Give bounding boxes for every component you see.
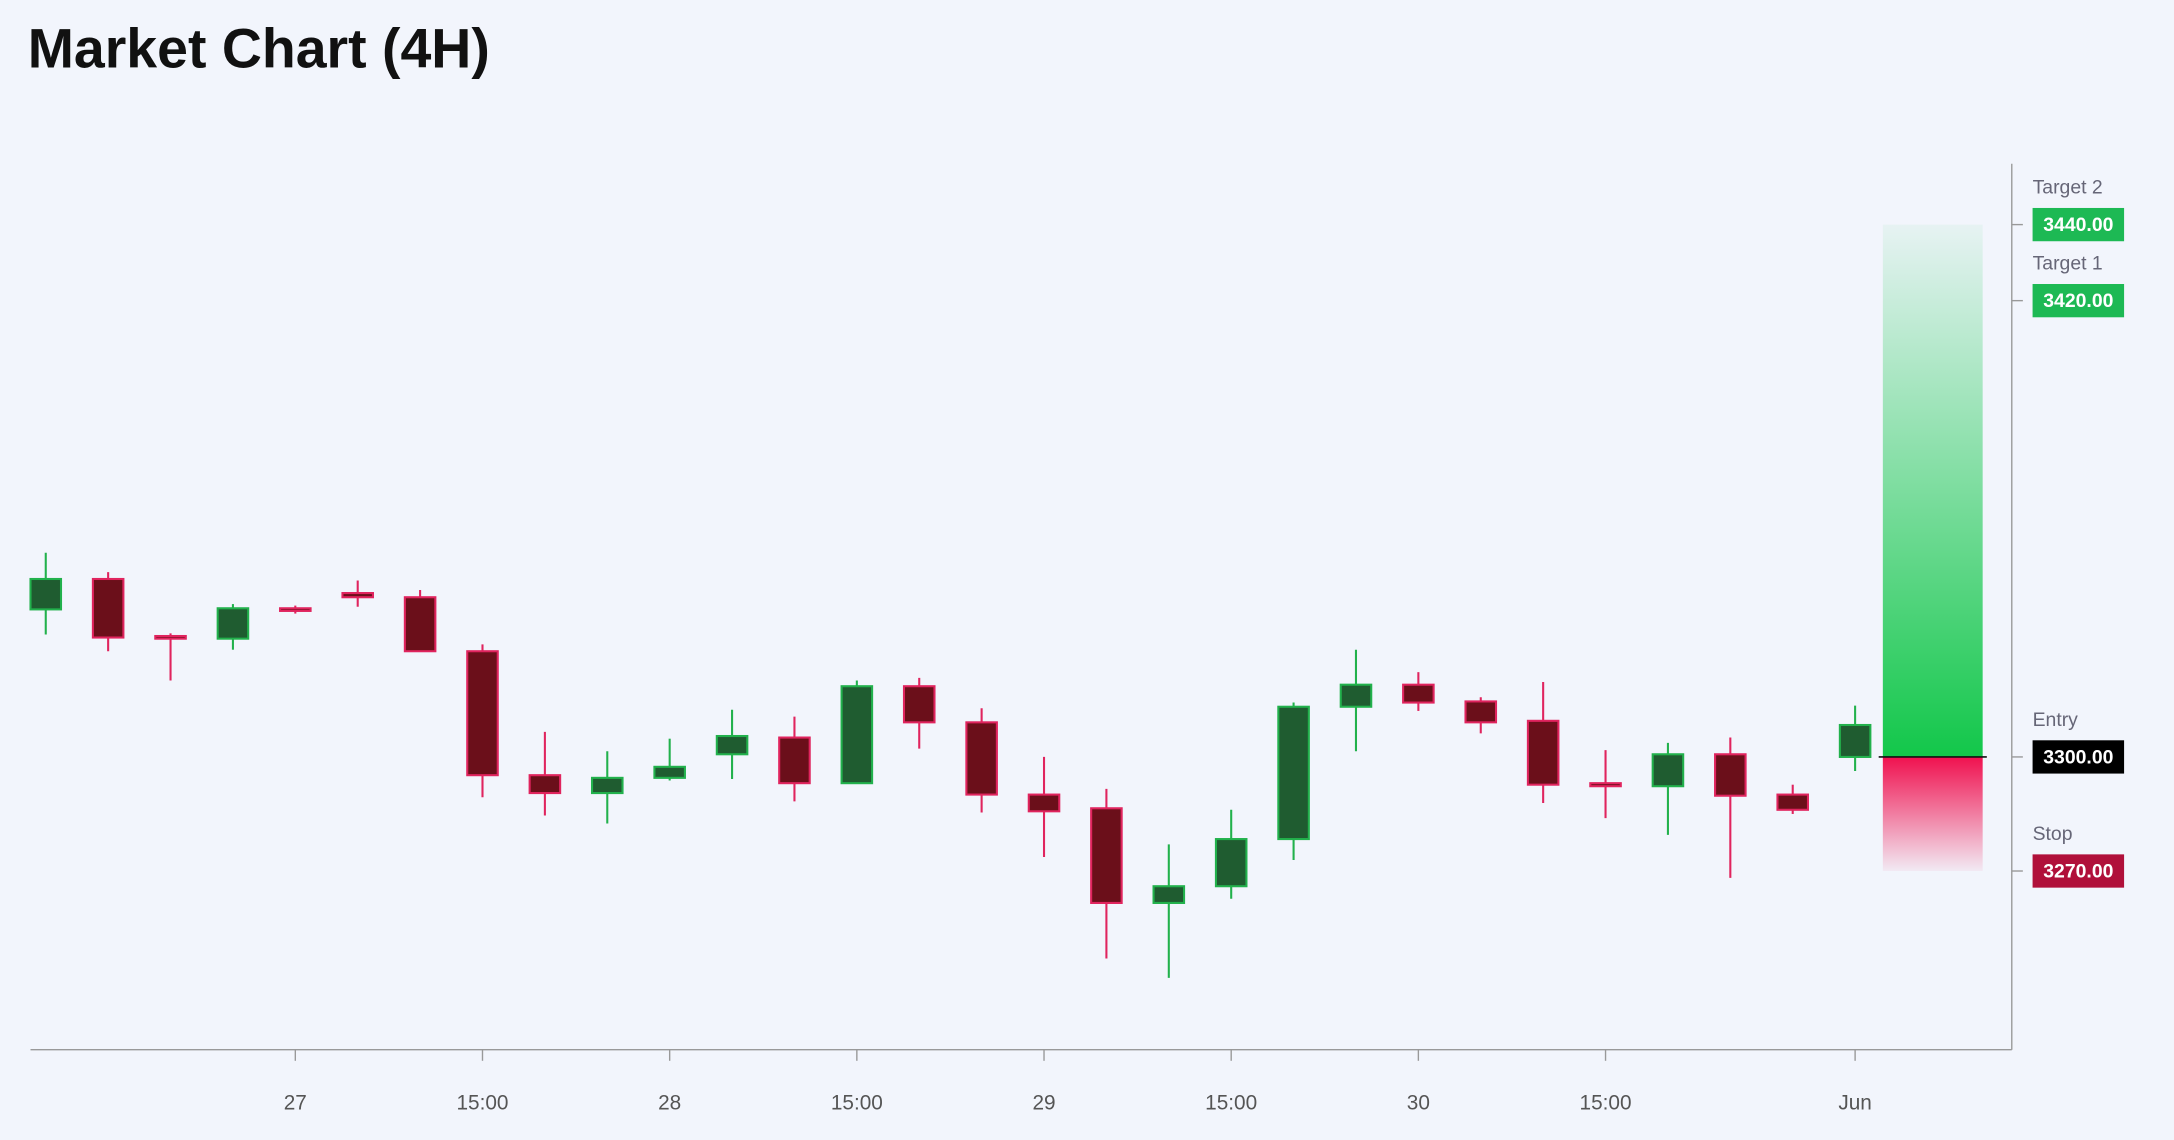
candle-body (279, 607, 312, 612)
candle-body (1714, 753, 1747, 797)
candle-body (528, 774, 562, 795)
candle-body (341, 592, 375, 599)
level-tag (2032, 207, 2125, 242)
candle-body (590, 776, 624, 795)
x-tick-label: 30 (1407, 1091, 1430, 1114)
level-price: 3420.00 (2043, 290, 2113, 312)
candle-body (653, 765, 686, 779)
candle-body (216, 607, 250, 640)
candle-body (403, 596, 437, 653)
candle-body (1152, 885, 1186, 904)
level-price: 3300.00 (2043, 746, 2113, 768)
profit-zone (1882, 224, 1983, 757)
candle-body (1838, 723, 1872, 758)
x-tick-label: Jun (1838, 1091, 1872, 1114)
x-tick-label: 15:00 (1205, 1091, 1257, 1114)
level-name: Entry (2033, 709, 2079, 731)
candle-body (466, 650, 499, 777)
level-name: Target 1 (2033, 253, 2103, 275)
candle-body (1589, 782, 1622, 788)
x-tick-label: 28 (658, 1091, 681, 1114)
candle-body (29, 577, 63, 611)
x-tick-label: 27 (284, 1091, 307, 1114)
level-tag (2032, 740, 2125, 774)
candle-body (1027, 793, 1061, 813)
candle-body (1090, 807, 1123, 904)
candle-body (1214, 838, 1248, 888)
candle-body (1526, 719, 1560, 786)
candle-body (1776, 793, 1810, 811)
candle-body (1651, 753, 1685, 788)
level-name: Stop (2033, 823, 2073, 845)
candle-body (154, 634, 187, 640)
candle-body (1277, 705, 1310, 841)
candle-body (715, 734, 749, 756)
candle-body (840, 685, 874, 785)
level-price: 3270.00 (2043, 861, 2113, 883)
x-tick-label: 15:00 (456, 1091, 508, 1114)
candle-body (778, 736, 811, 785)
candle-body (965, 721, 998, 796)
x-tick-label: 15:00 (1580, 1091, 1632, 1114)
chart-title: Market Chart (4H) (28, 17, 490, 79)
level-name: Target 2 (2033, 177, 2103, 199)
x-tick-label: 15:00 (831, 1091, 883, 1114)
level-tag (2032, 284, 2125, 318)
candle-body (91, 577, 125, 639)
candle-body (1402, 683, 1435, 704)
level-price: 3440.00 (2043, 214, 2113, 236)
level-tag (2032, 854, 2125, 888)
candle-body (902, 685, 936, 724)
candle-body (1464, 700, 1498, 724)
candle-body (1339, 683, 1373, 708)
x-tick-label: 29 (1032, 1091, 1055, 1114)
loss-zone (1882, 756, 1983, 872)
